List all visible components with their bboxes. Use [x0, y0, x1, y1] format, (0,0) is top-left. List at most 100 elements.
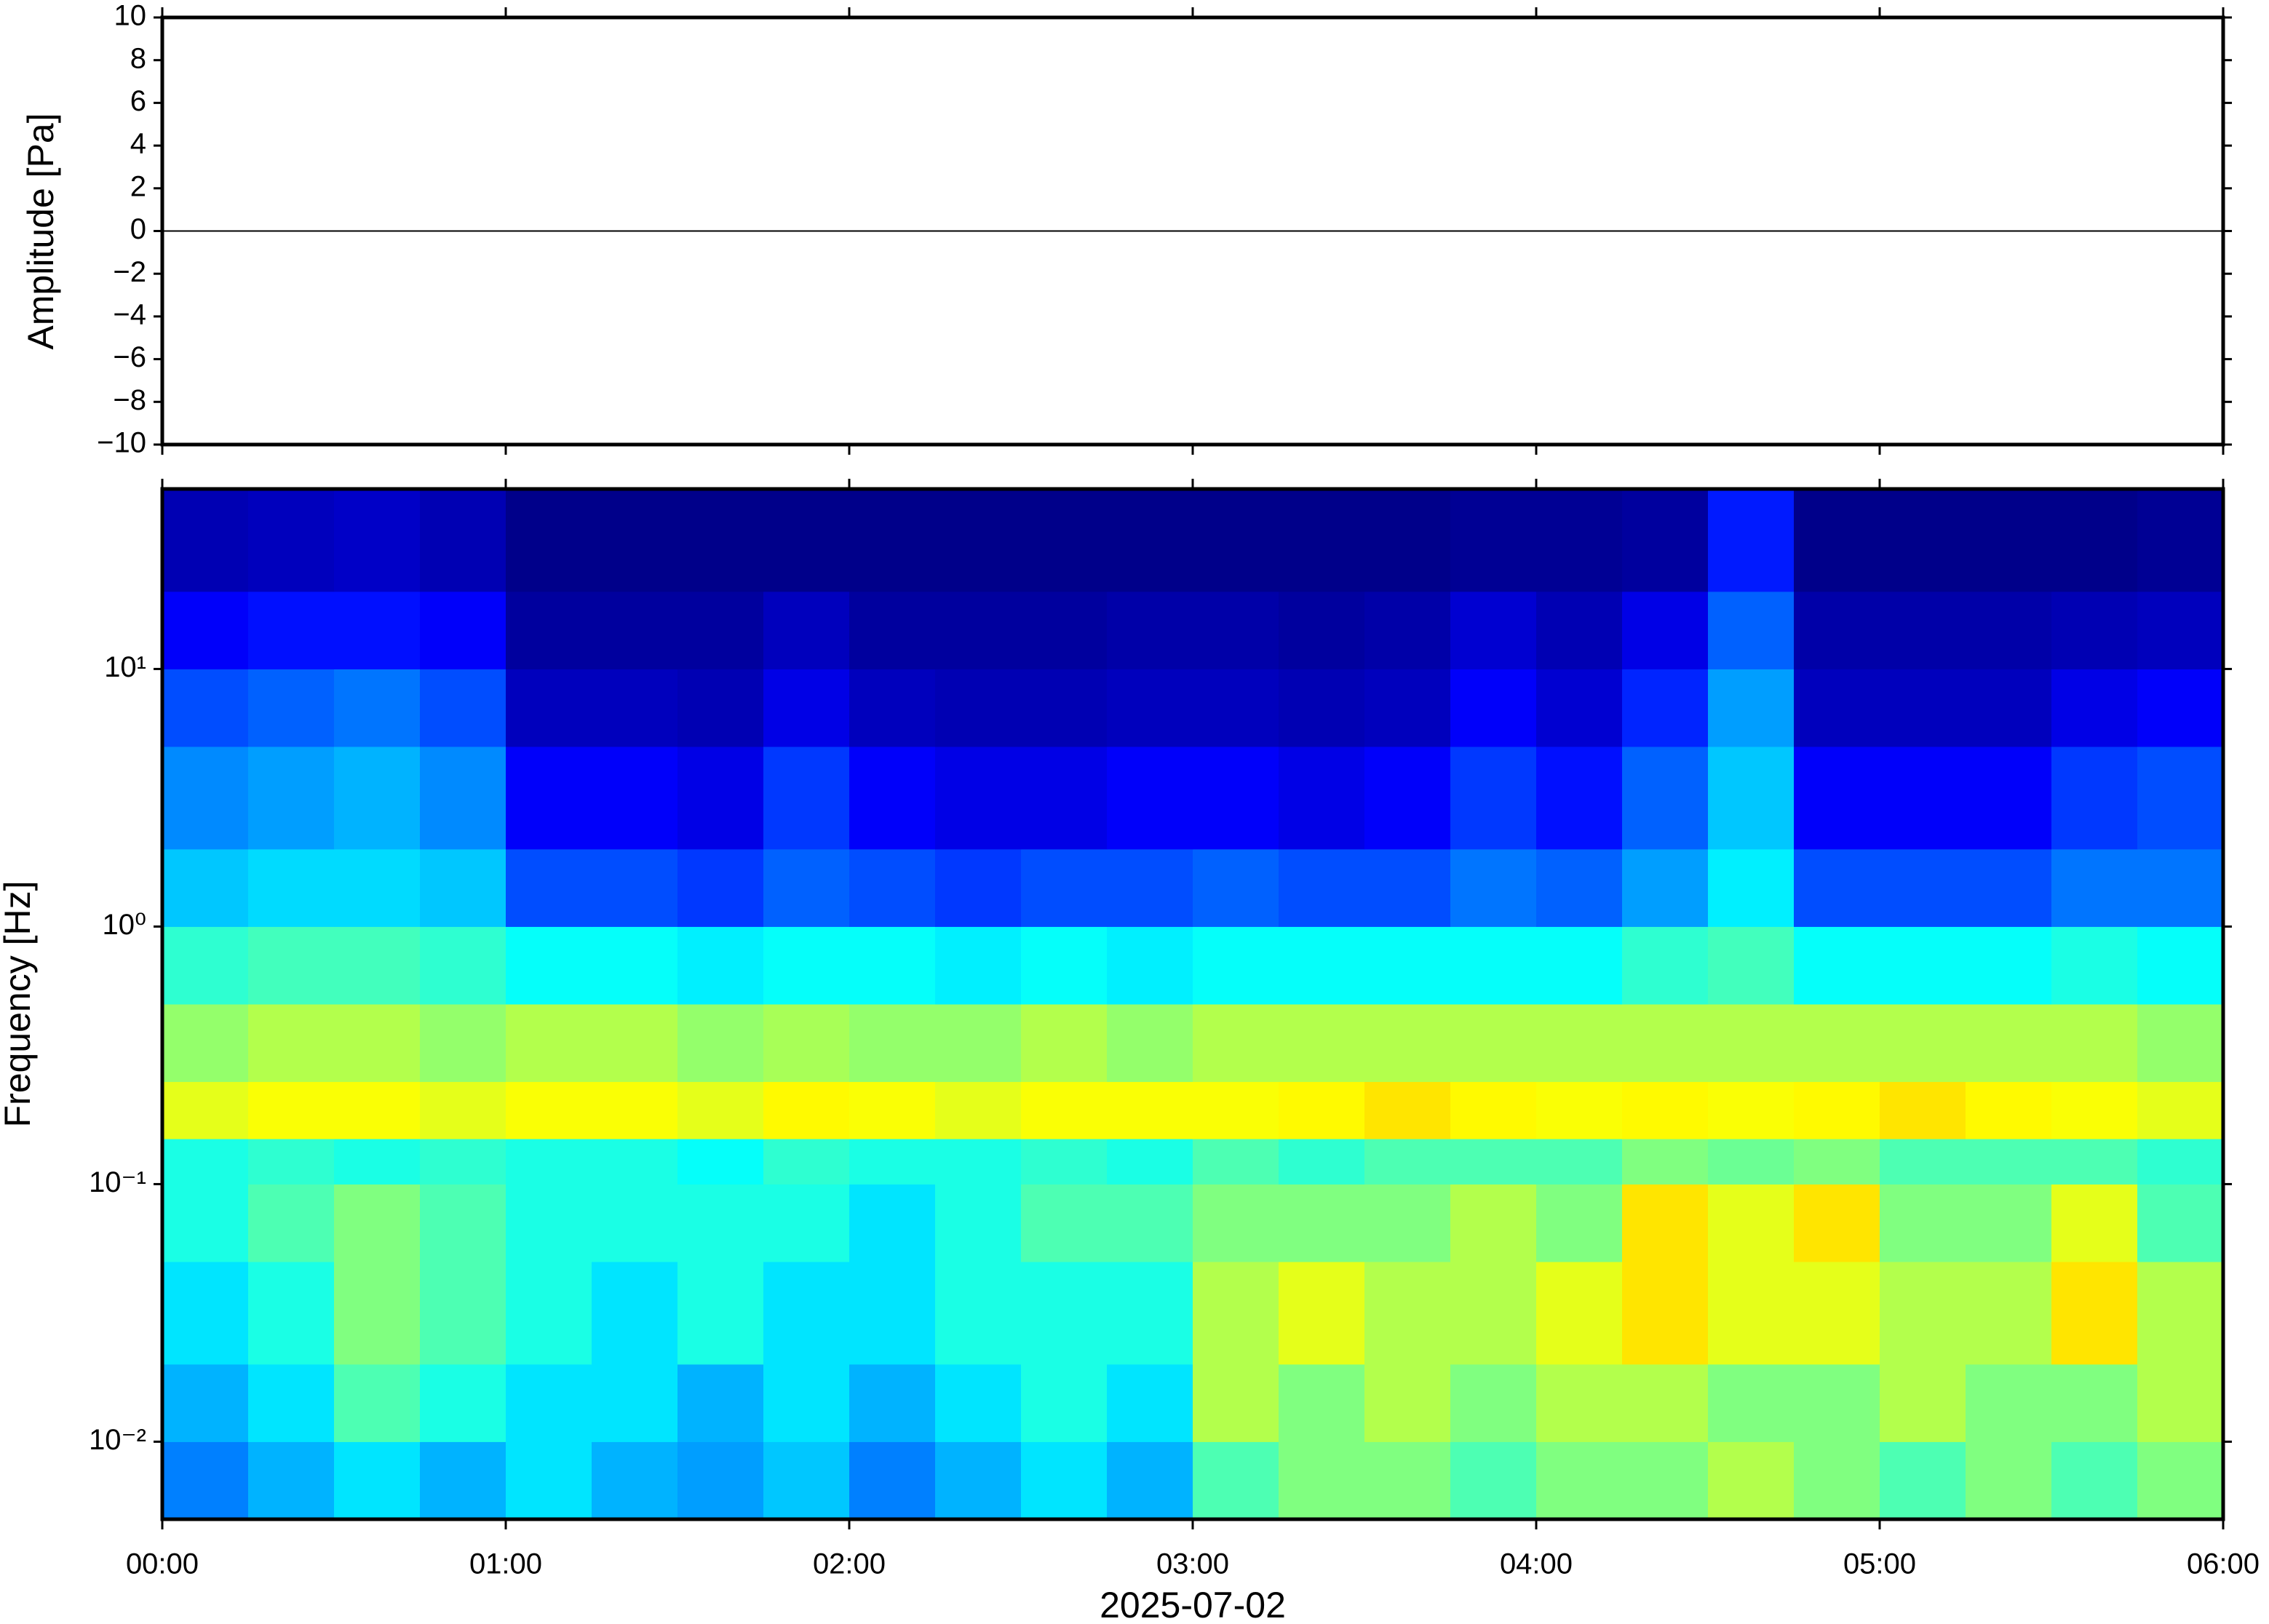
spectrogram-cell [334, 848, 421, 927]
spectrogram-cell [334, 591, 421, 669]
spectrogram-cell [2137, 1184, 2224, 1262]
spectrogram-cell [1450, 1262, 1537, 1365]
spectrogram-cell [935, 669, 1022, 747]
spectrogram-cell [1450, 1184, 1537, 1262]
spectrogram-cell [506, 926, 592, 1005]
spectrogram-cell [1193, 669, 1279, 747]
spectrogram-cell [1708, 1139, 1795, 1185]
spectrogram-cell [334, 1364, 421, 1442]
spectrogram-cell [162, 1139, 249, 1185]
spectrogram-cell [935, 1184, 1022, 1262]
spectrogram-cell [1450, 848, 1537, 927]
spectrogram-cell [763, 1139, 850, 1185]
spectrogram-cell [1021, 591, 1108, 669]
spectrogram-cell [1536, 1262, 1623, 1365]
spectrogram-cell [763, 1262, 850, 1365]
spectrogram-cell [763, 1081, 850, 1139]
spectrogram-cell [1622, 1184, 1709, 1262]
spectrogram-cell [849, 1262, 936, 1365]
spectrogram-cell [506, 747, 592, 850]
spectrogram-cell [1279, 669, 1365, 747]
spectrogram-cell [1107, 1262, 1193, 1365]
spectrogram-cell [248, 747, 335, 850]
spectrogram-cell [1880, 1184, 1966, 1262]
y-tick-label: −8 [113, 384, 146, 416]
spectrogram-cell [1279, 1262, 1365, 1365]
spectrogram-cell [935, 1139, 1022, 1185]
spectrogram-cell [1536, 1139, 1623, 1185]
spectrogram-cell [2051, 1139, 2138, 1185]
spectrogram-cell [420, 669, 506, 747]
spectrogram-cell [1107, 1004, 1193, 1083]
spectrogram-cell [1107, 1139, 1193, 1185]
spectrogram-cell [1450, 669, 1537, 747]
x-tick-label: 06:00 [2187, 1548, 2260, 1580]
x-tick-label: 01:00 [469, 1548, 542, 1580]
spectrogram-cell [1364, 747, 1451, 850]
spectrogram-cell [1794, 1262, 1880, 1365]
y-tick-label: −2 [113, 256, 146, 288]
spectrogram-cell [1708, 669, 1795, 747]
spectrogram-cell [1021, 1139, 1108, 1185]
spectrogram-cell [248, 848, 335, 927]
spectrogram-cell [162, 591, 249, 669]
spectrogram-cell [1107, 591, 1193, 669]
spectrogram-cell [1279, 489, 1365, 592]
spectrogram-cell [763, 1364, 850, 1442]
spectrogram-cell [1364, 1081, 1451, 1139]
spectrogram-cell [2137, 1364, 2224, 1442]
spectrogram-cell [592, 1184, 678, 1262]
spectrogram-cell [1880, 1139, 1966, 1185]
spectrogram-cell [1364, 1139, 1451, 1185]
spectrogram-cell [1450, 489, 1537, 592]
spectrogram-cell [592, 848, 678, 927]
spectrogram-cell [1364, 1364, 1451, 1442]
spectrogram-cell [334, 1441, 421, 1520]
spectrogram-cell [420, 926, 506, 1005]
spectrogram-cell [1107, 489, 1193, 592]
spectrogram-cell [506, 489, 592, 592]
spectrogram-cell [2137, 591, 2224, 669]
spectrogram-cell [1966, 1262, 2052, 1365]
y-tick-label: 4 [130, 128, 146, 160]
spectrogram-cell [1279, 591, 1365, 669]
spectrogram-cell [592, 591, 678, 669]
spectrogram-cell [1880, 848, 1966, 927]
spectrogram-cell [1880, 669, 1966, 747]
spectrogram-cell [1279, 1139, 1365, 1185]
plot-frame [160, 15, 2225, 447]
spectrogram-cell [1279, 1184, 1365, 1262]
spectrogram-cell [1279, 1081, 1365, 1139]
spectrogram-cell [1622, 1262, 1709, 1365]
spectrogram-cell [2137, 1441, 2224, 1520]
spectrogram-cell [1622, 747, 1709, 850]
spectrogram-cell [1966, 848, 2052, 927]
spectrogram-cell [849, 1364, 936, 1442]
spectrogram-cell [1279, 1441, 1365, 1520]
spectrogram-cell [1536, 926, 1623, 1005]
spectrogram-cell [248, 669, 335, 747]
y-tick-label: 10⁰ [102, 909, 146, 941]
spectrogram-cell [1880, 1081, 1966, 1139]
spectrogram-cell [1107, 1364, 1193, 1442]
spectrogram-cell [1708, 1004, 1795, 1083]
spectrogram-cell [1622, 669, 1709, 747]
spectrogram-cell [162, 1184, 249, 1262]
spectrogram-cell [2137, 1004, 2224, 1083]
y-tick-label: 6 [130, 85, 146, 117]
spectrogram-cell [592, 926, 678, 1005]
spectrogram-cell [2137, 489, 2224, 592]
spectrogram-cell [1279, 926, 1365, 1005]
spectrogram-cell [1966, 1139, 2052, 1185]
spectrogram-cell [2051, 489, 2138, 592]
spectrogram-cell [1021, 669, 1108, 747]
spectrogram-cell [1536, 747, 1623, 850]
spectrogram-cell [1966, 669, 2052, 747]
spectrogram-cell [677, 489, 764, 592]
spectrogram-cell [763, 1004, 850, 1083]
spectrogram-cell [2051, 1441, 2138, 1520]
y-tick-label: −4 [113, 298, 146, 330]
spectrogram-cell [1193, 1441, 1279, 1520]
spectrogram-cell [334, 1262, 421, 1365]
spectrogram-cell [162, 926, 249, 1005]
